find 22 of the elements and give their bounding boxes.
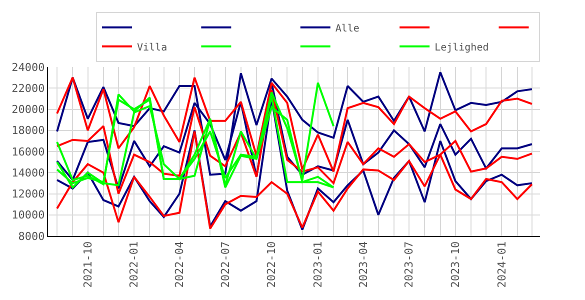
y-tick-label: 24000 bbox=[12, 60, 45, 74]
x-tick-label: 2021-10 bbox=[81, 241, 94, 288]
legend-label: Lejlighed bbox=[434, 42, 489, 54]
x-tick-label: 2022-10 bbox=[265, 241, 278, 288]
x-tick-label: 2022-07 bbox=[218, 241, 232, 288]
x-tick-label: 2023-04 bbox=[356, 241, 370, 288]
y-tick-label: 10000 bbox=[12, 208, 45, 222]
legend-label: Villa bbox=[137, 42, 168, 54]
x-tick-label: 2024-01 bbox=[495, 241, 508, 288]
x-tick-label: 2022-01 bbox=[128, 241, 141, 288]
y-tick-label: 8000 bbox=[18, 230, 45, 243]
x-tick-label: 2022-04 bbox=[173, 241, 186, 288]
y-tick-label: 16000 bbox=[12, 145, 45, 158]
y-tick-label: 22000 bbox=[12, 82, 45, 95]
y-tick-label: 12000 bbox=[12, 188, 45, 201]
y-tick-label: 18000 bbox=[12, 124, 45, 138]
x-tick-label: 2023-01 bbox=[311, 241, 324, 288]
y-tick-label: 20000 bbox=[12, 103, 45, 116]
x-tick-label: 2023-10 bbox=[448, 241, 462, 288]
legend-label: Alle bbox=[335, 23, 360, 34]
x-tick-label: 2023-07 bbox=[402, 241, 416, 288]
y-tick-label: 14000 bbox=[12, 166, 45, 180]
